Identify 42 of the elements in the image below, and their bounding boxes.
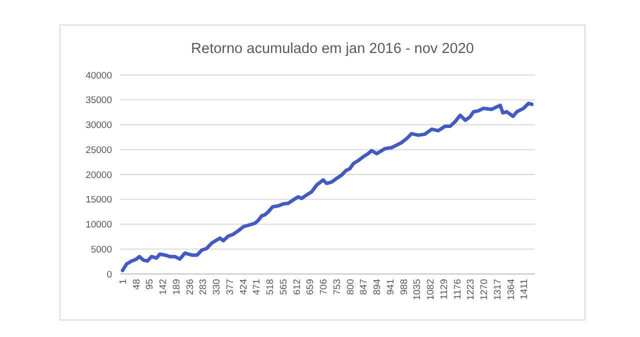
- x-tick-label: 612: [292, 279, 303, 295]
- x-tick-label: 659: [305, 279, 316, 295]
- x-tick-label: 1082: [426, 279, 437, 300]
- x-tick-label: 847: [358, 279, 370, 295]
- line-series: [120, 102, 534, 272]
- x-tick-label: 706: [318, 279, 330, 295]
- x-tick-label: 1: [118, 279, 129, 284]
- x-tick-label: 1317: [492, 279, 504, 300]
- y-tick-label: 5000: [90, 244, 112, 256]
- x-tick-label: 518: [265, 279, 276, 295]
- chart-title: Retorno acumulado em jan 2016 - nov 2020: [191, 41, 474, 57]
- x-tick-label: 377: [224, 279, 236, 295]
- x-tick-label: 941: [385, 279, 396, 295]
- y-tick-label: 25000: [86, 144, 112, 156]
- y-tick-label: 40000: [86, 70, 112, 82]
- x-tick-label: 471: [252, 279, 263, 295]
- x-tick-label: 1364: [506, 279, 517, 300]
- x-tick-label: 236: [184, 279, 196, 295]
- x-tick-label: 800: [345, 279, 356, 295]
- y-tick-label: 20000: [86, 170, 112, 181]
- x-tick-label: 1035: [412, 279, 424, 300]
- y-tick-label: 30000: [86, 120, 112, 132]
- x-tick-label: 565: [278, 279, 290, 295]
- x-tick-label: 48: [131, 279, 142, 290]
- x-tick-label: 1270: [479, 279, 490, 300]
- x-tick-label: 1176: [452, 279, 464, 300]
- x-tick-label: 95: [144, 279, 156, 290]
- x-tick-label: 424: [238, 279, 250, 295]
- x-tick-label: 1223: [466, 279, 477, 300]
- x-tick-label: 142: [158, 279, 170, 295]
- y-tick-label: 10000: [86, 220, 112, 231]
- x-tick-label: 283: [198, 279, 210, 295]
- x-tick-label: 753: [332, 279, 343, 295]
- y-tick-label: 15000: [86, 194, 112, 206]
- y-tick-label: 0: [106, 269, 112, 280]
- x-tick-label: 1411: [519, 279, 530, 300]
- x-tick-label: 988: [398, 279, 410, 295]
- x-tick-label: 894: [372, 279, 384, 295]
- x-tick-label: 1129: [438, 279, 450, 300]
- y-tick-label: 35000: [86, 95, 112, 106]
- x-tick-label: 189: [171, 279, 182, 295]
- x-tick-label: 330: [212, 279, 223, 295]
